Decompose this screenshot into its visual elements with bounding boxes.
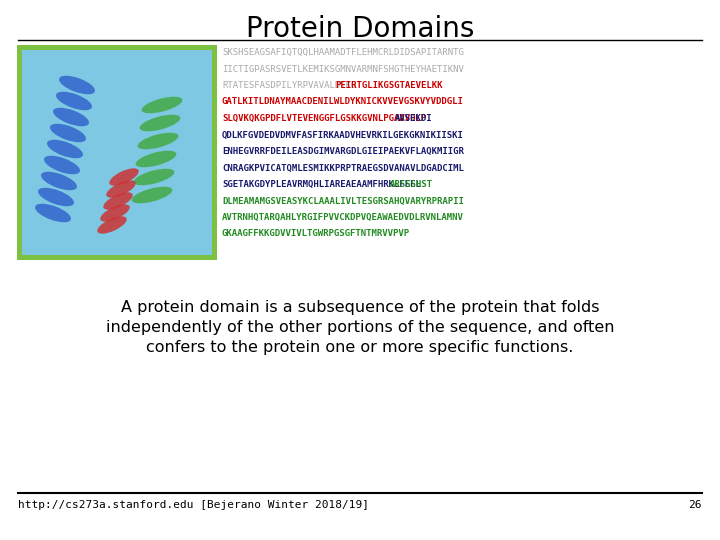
Text: A protein domain is a subsequence of the protein that folds: A protein domain is a subsequence of the… bbox=[121, 300, 599, 315]
Text: GATLKITLDNAYMAACDENILWLDYKNICKVVEVGSKVYVDDGLI: GATLKITLDNAYMAACDENILWLDYKNICKVVEVGSKVYV… bbox=[222, 98, 464, 106]
Text: DLMEAMAMGSVEASYKCLAAALIVLTESGRSAHQVARYRPRAPII: DLMEAMAMGSVEASYKCLAAALIVLTESGRSAHQVARYRP… bbox=[222, 197, 464, 206]
Bar bbox=[17, 45, 217, 260]
Text: IICTIGPASRSVETLKEMIKSGMNVARMNFSHGTHEYHAETIKNV: IICTIGPASRSVETLKEMIKSGMNVARMNFSHGTHEYHAE… bbox=[222, 64, 464, 73]
Text: GKAAGFFKKGDVVIVLTGWRPGSGFTNTMRVVPVP: GKAAGFFKKGDVVIVLTGWRPGSGFTNTMRVVPVP bbox=[222, 230, 410, 239]
Text: confers to the protein one or more specific functions.: confers to the protein one or more speci… bbox=[146, 340, 574, 355]
Ellipse shape bbox=[103, 192, 132, 210]
Text: SKSHSEAGSAFIQTQQLHAAMADTFLEHMCRLDIDSAPITARNTG: SKSHSEAGSAFIQTQQLHAAMADTFLEHMCRLDIDSAPIT… bbox=[222, 48, 464, 57]
Ellipse shape bbox=[132, 187, 172, 203]
Text: independently of the other portions of the sequence, and often: independently of the other portions of t… bbox=[106, 320, 614, 335]
Ellipse shape bbox=[53, 108, 89, 126]
Ellipse shape bbox=[134, 168, 174, 185]
Text: QDLKFGVDEDVDMVFASFIRKAADVHEVRKILGEKGKNIKIISKI: QDLKFGVDEDVDMVFASFIRKAADVHEVRKILGEKGKNIK… bbox=[222, 131, 464, 139]
Text: SLQVKQKGPDFLVTEVENGGFLGSKKGVNLPGAAVDLP: SLQVKQKGPDFLVTEVENGGFLGSKKGVNLPGAAVDLP bbox=[222, 114, 426, 123]
Bar bbox=[22, 50, 212, 255]
Text: http://cs273a.stanford.edu [Bejerano Winter 2018/19]: http://cs273a.stanford.edu [Bejerano Win… bbox=[18, 500, 369, 510]
Ellipse shape bbox=[97, 217, 127, 234]
Ellipse shape bbox=[107, 180, 136, 198]
Text: PEIRTGLIKGSGTAEVELKK: PEIRTGLIKGSGTAEVELKK bbox=[336, 81, 444, 90]
Ellipse shape bbox=[135, 151, 176, 167]
Ellipse shape bbox=[109, 168, 139, 186]
Text: RTATESFASDPILYRPVAVALDTKG: RTATESFASDPILYRPVAVALDTKG bbox=[222, 81, 356, 90]
Text: AVSEKDI: AVSEKDI bbox=[395, 114, 433, 123]
Text: ENHEGVRRFDEILEASDGIMVARGDLGIEIPAEKVFLAQKMIIGR: ENHEGVRRFDEILEASDGIMVARGDLGIEIPAEKVFLAQK… bbox=[222, 147, 464, 156]
Text: Protein Domains: Protein Domains bbox=[246, 15, 474, 43]
Ellipse shape bbox=[142, 97, 182, 113]
Ellipse shape bbox=[100, 204, 130, 222]
Ellipse shape bbox=[47, 140, 83, 158]
Ellipse shape bbox=[35, 204, 71, 222]
Ellipse shape bbox=[41, 172, 77, 190]
Text: 26: 26 bbox=[688, 500, 702, 510]
Ellipse shape bbox=[44, 156, 80, 174]
Ellipse shape bbox=[140, 114, 180, 131]
Ellipse shape bbox=[56, 92, 92, 110]
Ellipse shape bbox=[50, 124, 86, 142]
Text: ARSSSHST: ARSSSHST bbox=[390, 180, 433, 189]
Text: SGETAKGDYPLEAVRMQHLIAREAEAAMFHRKLFEEL: SGETAKGDYPLEAVRMQHLIAREAEAAMFHRKLFEEL bbox=[222, 180, 421, 189]
Ellipse shape bbox=[59, 76, 95, 94]
Ellipse shape bbox=[38, 188, 74, 206]
Text: AVTRNHQTARQAHLYRGIFPVVCKDPVQEAWAEDVDLRVNLAMNV: AVTRNHQTARQAHLYRGIFPVVCKDPVQEAWAEDVDLRVN… bbox=[222, 213, 464, 222]
Text: CNRAGKPVICATQMLESMIKKPRPTRAEGSDVANAVLDGADCIML: CNRAGKPVICATQMLESMIKKPRPTRAEGSDVANAVLDGA… bbox=[222, 164, 464, 172]
Ellipse shape bbox=[138, 133, 179, 149]
